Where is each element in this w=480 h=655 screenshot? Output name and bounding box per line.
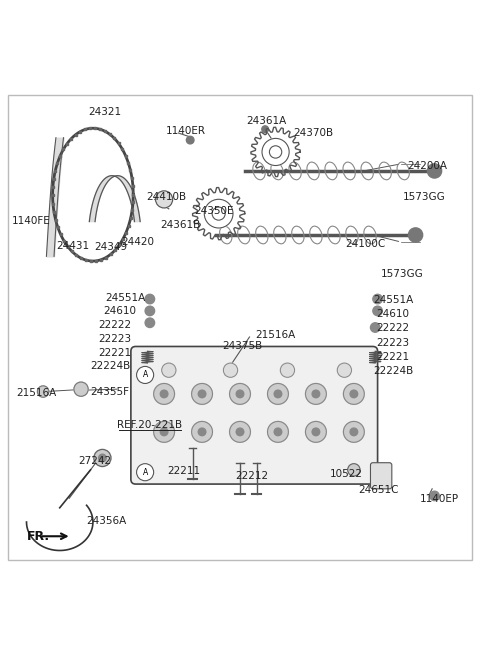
Text: REF.20-221B: REF.20-221B (117, 420, 182, 430)
Circle shape (145, 306, 155, 316)
Circle shape (154, 383, 175, 404)
Text: 1573GG: 1573GG (403, 192, 445, 202)
Circle shape (145, 318, 155, 328)
Circle shape (98, 454, 106, 462)
Circle shape (262, 126, 268, 132)
Text: 1140FE: 1140FE (12, 215, 50, 226)
Circle shape (94, 449, 111, 466)
Text: 22222: 22222 (99, 320, 132, 330)
Circle shape (236, 390, 244, 398)
Text: 24375B: 24375B (222, 341, 263, 350)
Circle shape (343, 383, 364, 404)
Polygon shape (89, 176, 140, 221)
Text: 22221: 22221 (377, 352, 410, 362)
Circle shape (198, 390, 206, 398)
Text: 22221: 22221 (99, 348, 132, 358)
Text: 1573GG: 1573GG (381, 269, 424, 280)
Circle shape (154, 421, 175, 442)
Circle shape (312, 390, 320, 398)
Circle shape (229, 421, 251, 442)
Text: A: A (143, 468, 148, 477)
Text: 24551A: 24551A (105, 293, 145, 303)
Text: 24610: 24610 (377, 309, 410, 319)
Text: 24551A: 24551A (373, 295, 413, 305)
Circle shape (160, 390, 168, 398)
Circle shape (274, 428, 282, 436)
FancyBboxPatch shape (131, 346, 378, 484)
Circle shape (204, 199, 233, 228)
Text: 24100C: 24100C (346, 240, 386, 250)
Circle shape (137, 366, 154, 383)
Circle shape (343, 421, 364, 442)
Circle shape (337, 363, 351, 377)
Circle shape (274, 390, 282, 398)
Text: 24361A: 24361A (246, 116, 286, 126)
Circle shape (408, 228, 423, 242)
Text: 22211: 22211 (168, 466, 201, 476)
Text: 24651C: 24651C (358, 485, 399, 495)
Circle shape (373, 306, 383, 316)
Circle shape (160, 428, 168, 436)
Text: FR.: FR. (26, 530, 49, 543)
Circle shape (74, 382, 88, 396)
Text: 1140ER: 1140ER (166, 126, 205, 136)
Circle shape (192, 383, 213, 404)
Circle shape (229, 383, 251, 404)
FancyBboxPatch shape (371, 462, 392, 489)
Circle shape (137, 464, 154, 481)
Circle shape (350, 428, 358, 436)
Text: 22224B: 22224B (373, 366, 413, 376)
Text: 22223: 22223 (377, 338, 410, 348)
Text: 24361B: 24361B (161, 221, 201, 231)
Circle shape (145, 294, 155, 304)
Text: A: A (143, 371, 148, 379)
Circle shape (198, 428, 206, 436)
Text: 22222: 22222 (377, 324, 410, 333)
Text: 21516A: 21516A (255, 329, 296, 339)
Text: 24356A: 24356A (86, 516, 126, 526)
Text: 27242: 27242 (79, 457, 112, 466)
Text: 24431: 24431 (57, 241, 90, 251)
Text: 22223: 22223 (99, 334, 132, 344)
Text: 21516A: 21516A (16, 388, 56, 398)
Circle shape (162, 363, 176, 377)
Circle shape (236, 428, 244, 436)
Text: 24350E: 24350E (194, 206, 234, 216)
Circle shape (312, 428, 320, 436)
Text: 10522: 10522 (330, 468, 363, 479)
Circle shape (305, 383, 326, 404)
Circle shape (192, 421, 213, 442)
Circle shape (305, 421, 326, 442)
Circle shape (267, 421, 288, 442)
Circle shape (262, 138, 289, 166)
Text: 1140EP: 1140EP (420, 495, 459, 504)
Text: 22224B: 22224B (90, 362, 131, 371)
Circle shape (223, 363, 238, 377)
Circle shape (350, 390, 358, 398)
Text: 24321: 24321 (88, 107, 121, 117)
Circle shape (430, 491, 439, 500)
Text: 24410B: 24410B (146, 192, 187, 202)
Circle shape (373, 294, 383, 304)
Circle shape (156, 191, 173, 208)
Circle shape (280, 363, 295, 377)
Text: 24610: 24610 (103, 307, 136, 316)
Text: 24355F: 24355F (90, 386, 129, 396)
Text: 24420: 24420 (121, 237, 155, 247)
Circle shape (371, 323, 380, 332)
Text: 24200A: 24200A (408, 161, 447, 171)
Circle shape (37, 386, 49, 397)
Circle shape (186, 136, 194, 144)
Circle shape (348, 464, 360, 476)
Circle shape (427, 164, 442, 178)
Text: 22212: 22212 (235, 471, 268, 481)
Text: 24370B: 24370B (293, 128, 334, 138)
Text: 24349: 24349 (95, 242, 128, 252)
Circle shape (267, 383, 288, 404)
